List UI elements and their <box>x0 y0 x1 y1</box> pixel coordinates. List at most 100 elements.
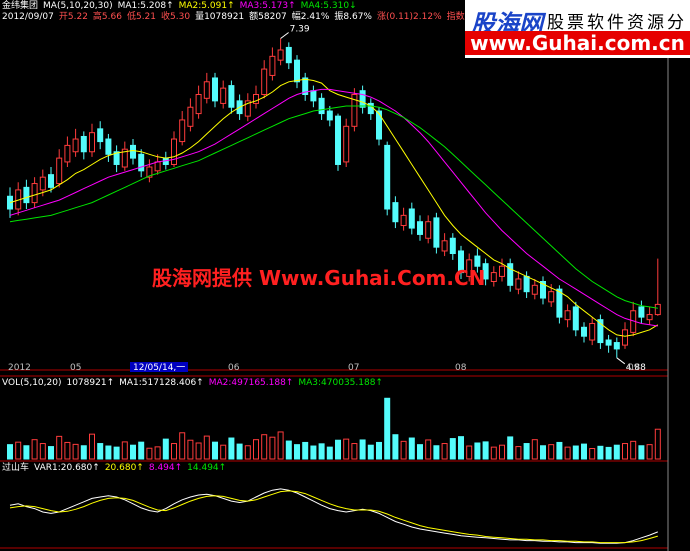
candle-body <box>261 68 268 96</box>
volume-bar <box>179 432 186 460</box>
x-tick-label: 08 <box>455 363 467 373</box>
header-item: 指数(4.5 <box>447 12 483 22</box>
volume-bar <box>89 433 95 460</box>
candle-body <box>449 237 456 255</box>
volume-bar <box>400 440 407 460</box>
volume-bar <box>220 444 227 460</box>
volume-bar <box>171 443 177 460</box>
candle-body <box>318 97 325 115</box>
header-item: MA1:5.208↑ <box>117 1 174 11</box>
candle-body <box>589 322 596 341</box>
candle-body <box>146 166 153 178</box>
volume-bar <box>253 439 259 460</box>
volume-bar <box>417 444 423 460</box>
candle-body <box>31 183 38 204</box>
volume-bar <box>195 442 202 460</box>
candle-body <box>581 326 587 337</box>
volume-bar <box>499 444 505 460</box>
candle-body <box>572 306 579 331</box>
volume-bar <box>335 439 341 460</box>
candle-body <box>622 329 628 346</box>
volume-bar <box>113 446 120 460</box>
candle-body <box>89 132 95 153</box>
candle-body <box>7 195 13 210</box>
candle-body <box>507 263 514 286</box>
volume-bar <box>343 438 350 460</box>
volume-bar <box>277 431 284 460</box>
candle-body <box>138 153 145 172</box>
header-item: 1078921↑ <box>66 378 115 388</box>
volume-bar <box>466 445 473 460</box>
volume-bar <box>433 445 440 460</box>
candle-body <box>335 115 341 165</box>
volume-bar <box>228 437 235 460</box>
volume-bar <box>654 428 661 460</box>
volume-bar <box>638 445 645 460</box>
header-item: MA2:5.091↑ <box>178 1 235 11</box>
x-tick-label: 05 <box>70 363 81 373</box>
candle-body <box>187 106 194 127</box>
candle-body <box>310 90 317 102</box>
volume-bar <box>130 444 136 460</box>
volume-bar <box>367 444 374 460</box>
volume-bar <box>581 443 587 460</box>
header-item: 2012/09/07 <box>2 12 54 22</box>
volume-bar <box>154 446 161 460</box>
candle-body <box>39 176 46 191</box>
header-item: 14.494↑ <box>187 463 227 473</box>
candle-body <box>130 144 136 159</box>
volume-bar <box>15 441 22 460</box>
candle-body <box>64 144 71 163</box>
volume-bar <box>646 444 653 460</box>
candle-body <box>105 138 112 155</box>
candle-body <box>285 46 292 64</box>
header-item: 低5.21 <box>126 12 157 22</box>
ma-line <box>9 78 659 337</box>
candle-body <box>80 135 87 153</box>
header-item: 收5.30 <box>161 12 191 22</box>
candle-body <box>646 314 653 321</box>
candle-body <box>343 125 350 163</box>
candle-body <box>97 128 104 143</box>
x-tick-label: 06 <box>228 363 240 373</box>
volume-bar <box>302 441 309 460</box>
ma-line <box>9 105 658 309</box>
volume-bar <box>105 445 112 460</box>
candle-body <box>48 174 54 188</box>
header-item: VAR1:20.680↑ <box>34 463 100 473</box>
candle-body <box>556 288 563 318</box>
header-item: MA4:5.310↓ <box>300 1 357 11</box>
candle-body <box>523 275 530 293</box>
logo: 股海网 股票软件资源分享 www.Guhai.com.cn <box>465 0 690 58</box>
volume-bar <box>589 448 596 460</box>
volume-bar <box>597 445 604 460</box>
volume-bar <box>482 441 489 460</box>
volume-bar <box>540 445 546 460</box>
candle-body <box>56 157 63 185</box>
ma-line <box>9 88 658 327</box>
volume-bar <box>269 436 276 460</box>
header-item: 20.680↑ <box>104 463 144 473</box>
header-item: 开5.22 <box>58 12 88 22</box>
candle-body <box>121 148 128 168</box>
header-item: 8.494↑ <box>148 463 183 473</box>
candle-body <box>548 291 555 303</box>
candle-body <box>408 208 415 229</box>
x-tick-label: 12/05/14,一 <box>133 363 185 373</box>
candle-body <box>458 250 464 274</box>
volume-bar <box>187 439 194 460</box>
candle-body <box>171 138 177 165</box>
watermark: 股海网提供 Www.Guhai.Com.CN <box>152 266 486 290</box>
volume-bar <box>261 434 268 460</box>
header-item: MA3:470035.188↑ <box>298 378 383 388</box>
volume-bar <box>392 434 399 460</box>
volume-bar <box>285 440 292 460</box>
volume-bar <box>531 439 538 460</box>
volume-bar <box>376 441 382 460</box>
volume-bar <box>7 444 13 460</box>
volume-bar <box>384 397 391 460</box>
volume-bar <box>310 445 317 460</box>
header-item: 幅2.41% <box>291 12 330 22</box>
volume-bar <box>523 443 530 460</box>
candle-body <box>597 319 604 344</box>
